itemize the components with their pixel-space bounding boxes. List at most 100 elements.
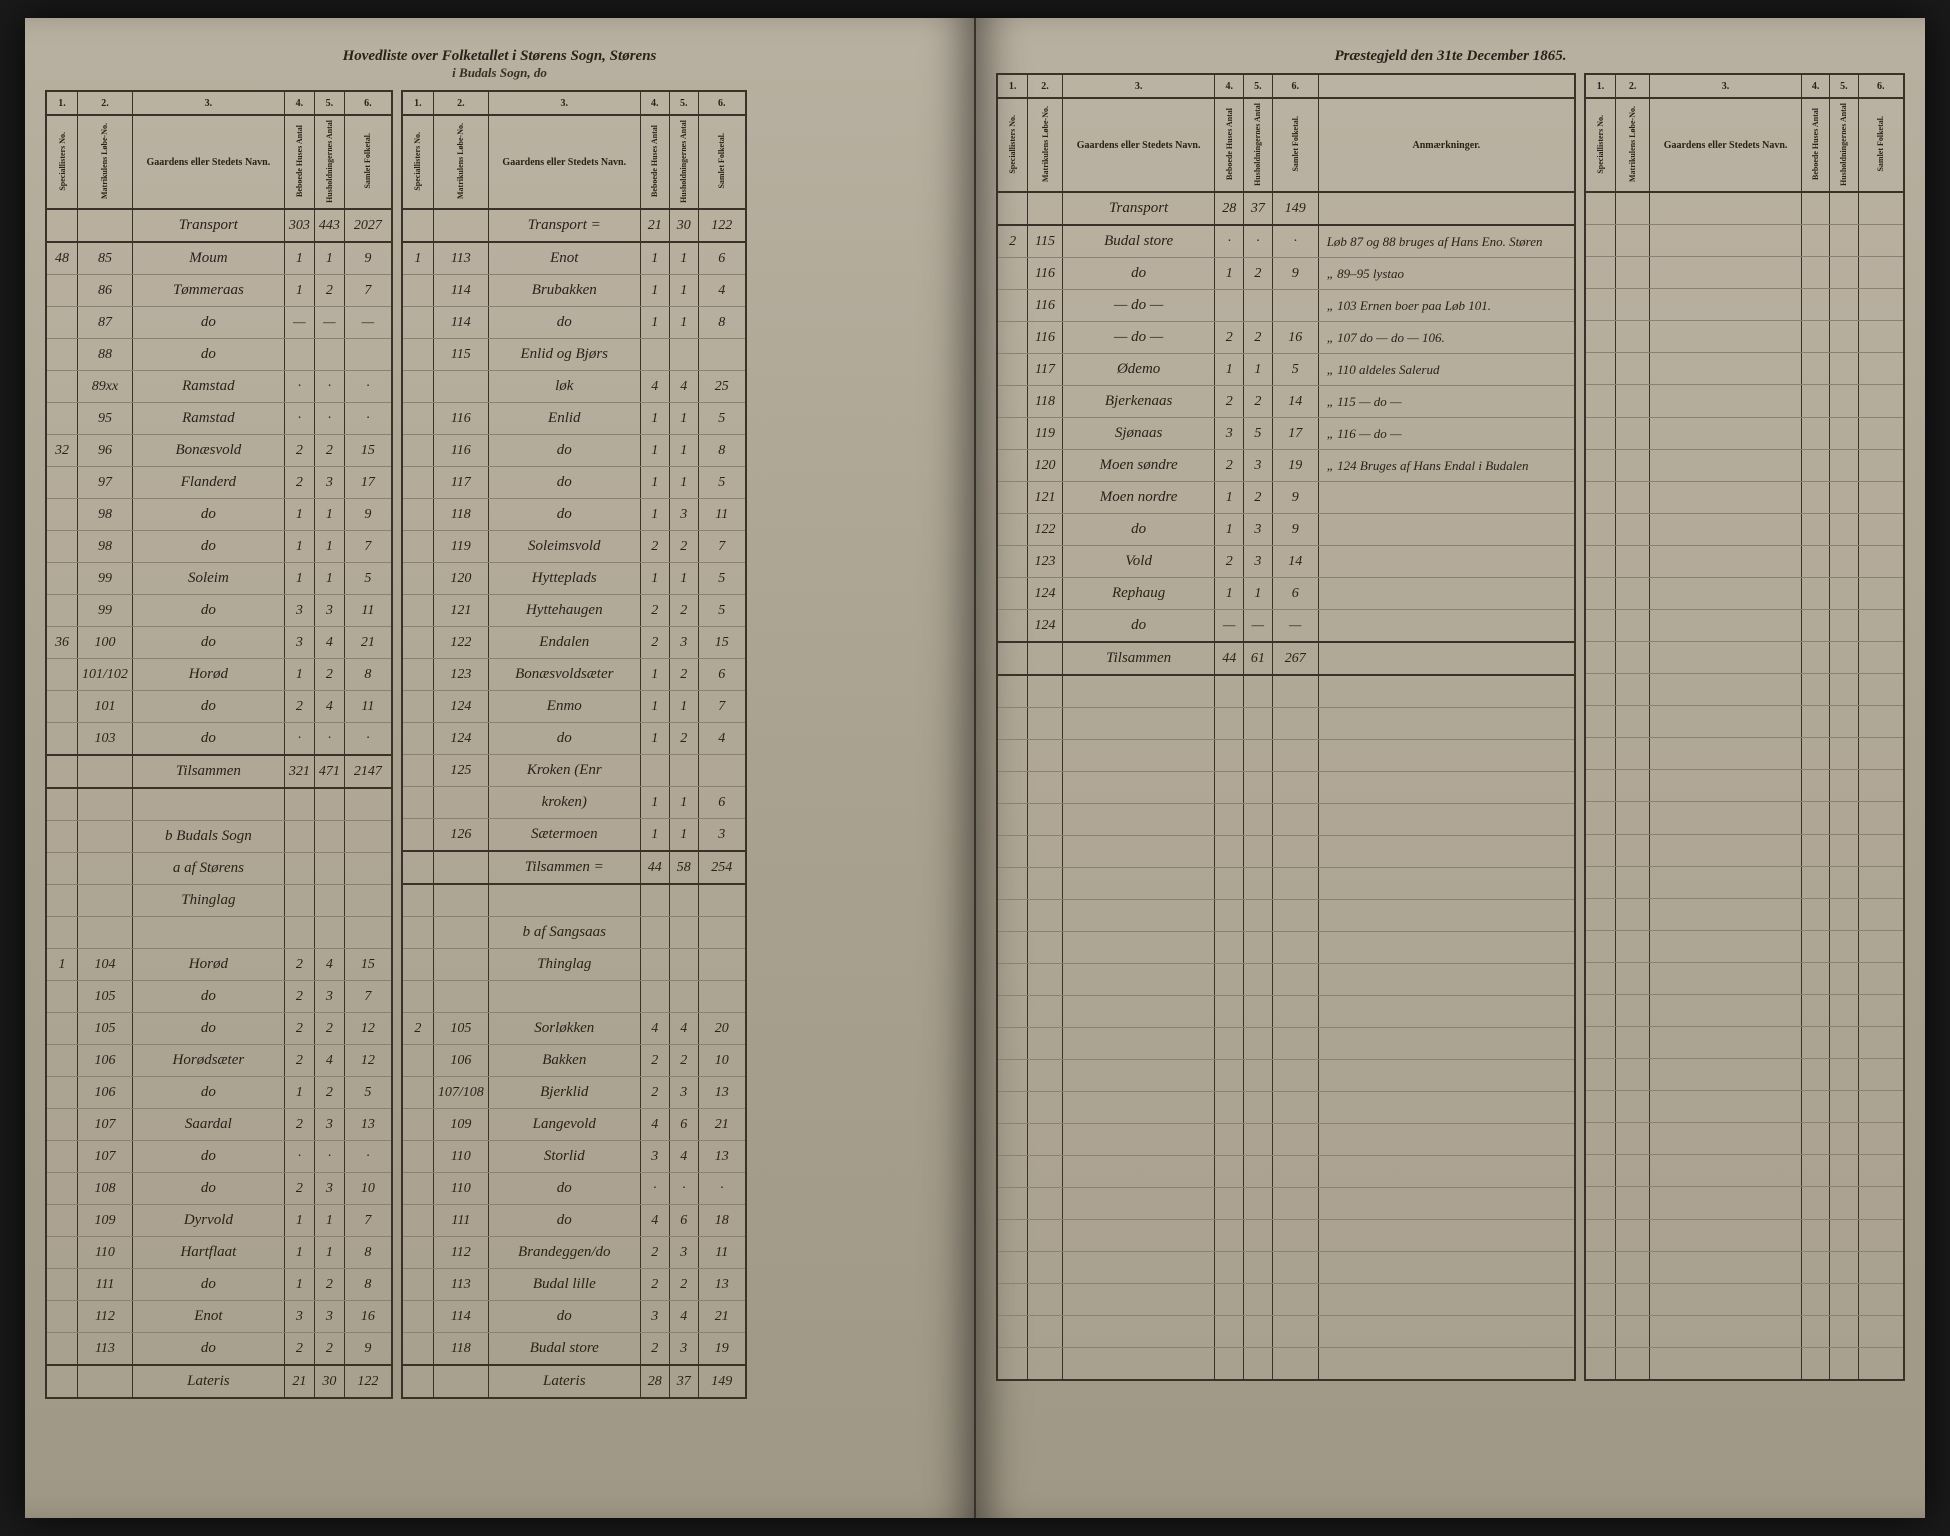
cell: 5 xyxy=(698,403,746,435)
cell: 1 xyxy=(314,531,344,563)
cell: b af Sangsaas xyxy=(488,917,640,949)
cell xyxy=(1244,1124,1273,1156)
cell: Tilsammen = xyxy=(488,851,640,884)
cell xyxy=(284,339,314,371)
cell xyxy=(1272,772,1318,804)
cell: 9 xyxy=(1272,258,1318,290)
notes-cell: „ 107 do — do — 106. xyxy=(1318,322,1575,354)
cell xyxy=(46,209,78,242)
cell: 1 xyxy=(284,1237,314,1269)
cell xyxy=(46,1173,78,1205)
cell xyxy=(1616,1251,1650,1283)
cell xyxy=(1650,192,1802,225)
cell xyxy=(1830,674,1858,706)
cell xyxy=(1272,1060,1318,1092)
cell: 113 xyxy=(433,1269,488,1301)
table-row xyxy=(1585,1123,1904,1155)
cell xyxy=(1028,1028,1063,1060)
cell xyxy=(997,1220,1028,1252)
cell xyxy=(669,949,698,981)
cell xyxy=(1062,1316,1214,1348)
cell xyxy=(1272,1316,1318,1348)
cell xyxy=(46,1301,78,1333)
cell xyxy=(1650,289,1802,321)
cell xyxy=(1585,962,1616,994)
cell xyxy=(1801,834,1829,866)
cell xyxy=(433,1365,488,1398)
cell xyxy=(1215,1316,1244,1348)
notes-cell: Løb 87 og 88 bruges af Hans Eno. Støren xyxy=(1318,225,1575,258)
cell xyxy=(1585,834,1616,866)
table-row xyxy=(1585,1155,1904,1187)
cell xyxy=(1801,289,1829,321)
cell: 6 xyxy=(698,659,746,691)
table-row: 125Kroken (Enr xyxy=(402,755,746,787)
cell xyxy=(1830,513,1858,545)
cell xyxy=(1585,1123,1616,1155)
cell: Bonæsvold xyxy=(132,435,284,467)
cell: Moen nordre xyxy=(1062,482,1214,514)
ledger-body: Transport =21301221113Enot116114Brubakke… xyxy=(402,209,746,1398)
table-row: b af Sangsaas xyxy=(402,917,746,949)
table-row xyxy=(46,917,392,949)
cell: 2 xyxy=(1244,258,1273,290)
cell: 5 xyxy=(698,467,746,499)
cell: 1 xyxy=(640,659,669,691)
cell: 85 xyxy=(78,242,133,275)
cell xyxy=(1650,770,1802,802)
cell: Moen søndre xyxy=(1062,450,1214,482)
right-page-title: Præstegjeld den 31te December 1865. xyxy=(996,48,1905,65)
cell xyxy=(669,339,698,371)
cell xyxy=(1616,577,1650,609)
cell xyxy=(1858,192,1904,225)
cell: 1 xyxy=(640,563,669,595)
table-row: 116— do —2216„ 107 do — do — 106. xyxy=(997,322,1575,354)
cell xyxy=(284,821,314,853)
cell xyxy=(1028,1156,1063,1188)
cell: Langevold xyxy=(488,1109,640,1141)
cell xyxy=(1215,290,1244,322)
table-row: 99Soleim115 xyxy=(46,563,392,595)
cell xyxy=(1062,772,1214,804)
cell: 32 xyxy=(46,435,78,467)
cell xyxy=(402,1205,434,1237)
cell: 2 xyxy=(669,531,698,563)
table-row: 124Enmo117 xyxy=(402,691,746,723)
cell xyxy=(1650,610,1802,642)
cell xyxy=(46,981,78,1013)
cell xyxy=(1272,290,1318,322)
cell xyxy=(1830,642,1858,674)
cell xyxy=(1616,353,1650,385)
cell xyxy=(1585,770,1616,802)
cell: 1 xyxy=(640,499,669,531)
table-row xyxy=(1585,481,1904,513)
cell: 99 xyxy=(78,563,133,595)
cell xyxy=(1650,257,1802,289)
cell xyxy=(1215,708,1244,740)
table-row xyxy=(1585,1187,1904,1219)
cell xyxy=(46,821,78,853)
cell xyxy=(1585,1283,1616,1315)
cell xyxy=(669,755,698,787)
cell xyxy=(1585,1219,1616,1251)
table-row: 95Ramstad··· xyxy=(46,403,392,435)
cell: 5 xyxy=(698,563,746,595)
cell xyxy=(1616,545,1650,577)
cell: 8 xyxy=(698,307,746,339)
notes-cell xyxy=(1318,546,1575,578)
cell xyxy=(433,851,488,884)
cell: 149 xyxy=(1272,192,1318,225)
table-row: 112Enot3316 xyxy=(46,1301,392,1333)
cell xyxy=(1272,900,1318,932)
cell: 3 xyxy=(1244,514,1273,546)
cell: Lateris xyxy=(132,1365,284,1398)
cell: · xyxy=(1215,225,1244,258)
cell: 1 xyxy=(640,819,669,852)
notes-cell: „ 110 aldeles Salerud xyxy=(1318,354,1575,386)
cell xyxy=(1244,675,1273,708)
cell xyxy=(132,788,284,821)
cell xyxy=(1062,1220,1214,1252)
ledger-left-b: 1. 2. 3. 4. 5. 6. Speciallisters No. Mat… xyxy=(401,90,747,1399)
cell xyxy=(997,290,1028,322)
cell xyxy=(640,981,669,1013)
